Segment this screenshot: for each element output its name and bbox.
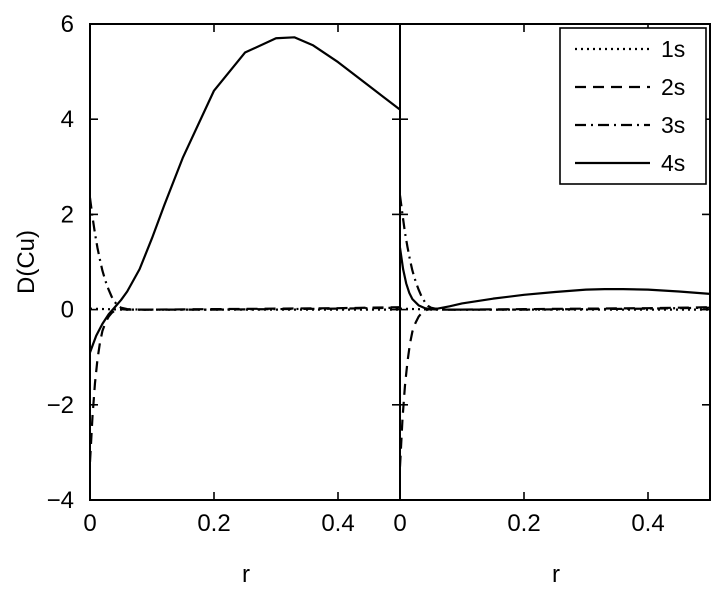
x-tick-label: 0	[83, 510, 96, 537]
series-line-3s	[400, 195, 710, 311]
x-tick-label: 0.2	[197, 510, 230, 537]
y-tick-label: −4	[47, 487, 74, 514]
y-tick-label: 6	[61, 11, 74, 38]
y-tick-label: 2	[61, 201, 74, 228]
x-axis-label: r	[552, 561, 560, 588]
y-tick-label: −2	[47, 392, 74, 419]
legend-label-4s: 4s	[661, 150, 685, 176]
plot-frame	[399, 23, 711, 501]
x-tick-label: 0	[393, 510, 406, 537]
legend-label-1s: 1s	[661, 36, 685, 62]
series-line-2s	[400, 306, 710, 467]
series-line-3s	[90, 197, 400, 311]
series-line-2s	[90, 306, 400, 462]
panel-right: 0 0.2 0.4 r	[393, 23, 711, 588]
y-tick-label: 0	[61, 297, 74, 324]
y-tick-label: 4	[61, 106, 74, 133]
x-tick-label: 0.4	[631, 510, 664, 537]
series-line-4s	[400, 247, 710, 311]
y-axis-label: D(Cu)	[13, 230, 40, 294]
legend-box	[559, 27, 707, 185]
x-tick-label: 0.2	[507, 510, 540, 537]
panel-left: 0 0.2 0.4 −4 −2 0 2 4 6 r D(Cu)	[13, 11, 401, 588]
x-axis-label: r	[242, 561, 250, 588]
x-tick-label: 0.4	[321, 510, 354, 537]
legend-label-3s: 3s	[661, 112, 685, 138]
legend-label-2s: 2s	[661, 74, 685, 100]
plot-frame	[89, 23, 401, 501]
legend: 1s 2s 3s 4s	[559, 27, 707, 185]
series-line-4s	[90, 36, 400, 353]
